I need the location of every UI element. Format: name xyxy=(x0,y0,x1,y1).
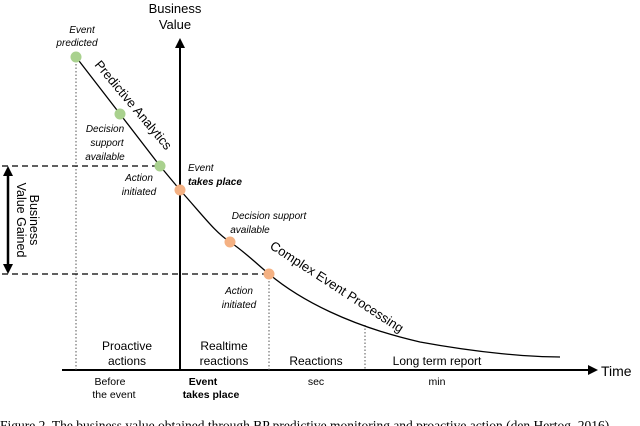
value-gained-arrow-up xyxy=(3,166,13,176)
event-predicted-label-line2: predicted xyxy=(55,38,98,49)
phase-reactions: Reactions xyxy=(289,354,342,368)
phase-proactive-line1: Proactive xyxy=(102,339,152,353)
complex-event-processing-label: Complex Event Processing xyxy=(267,238,406,336)
action-initiated-2-label-line2: initiated xyxy=(222,300,257,311)
decision-support-1-label-line3: available xyxy=(85,152,125,163)
business-value-curve xyxy=(75,56,561,358)
x-axis-label: Time xyxy=(601,363,632,379)
figure-caption: Figure 2. The business value obtained th… xyxy=(0,418,609,426)
phase-realtime-line2: reactions xyxy=(200,354,249,368)
decision-support-1-label-line2: support xyxy=(90,138,125,149)
value-gained-label-line1: Business xyxy=(27,195,41,246)
point-event-predicted xyxy=(70,51,82,63)
point-action-initiated-1 xyxy=(154,160,166,172)
y-axis-label-line2: Value xyxy=(159,17,191,32)
point-event-takes-place xyxy=(174,184,186,196)
event-predicted-label-line1: Event xyxy=(69,25,96,36)
timeline-before-line2: the event xyxy=(92,389,135,401)
event-takes-place-point-label-line1: Event xyxy=(188,163,215,174)
point-decision-support-1 xyxy=(114,108,126,120)
decision-support-2-label-line2: available xyxy=(230,225,270,236)
action-initiated-2-label-line1: Action xyxy=(224,286,253,297)
action-initiated-1-label-line1: Action xyxy=(124,173,153,184)
timeline-sec: sec xyxy=(308,376,324,388)
point-action-initiated-2 xyxy=(263,268,275,280)
decision-support-1-label-line1: Decision xyxy=(86,124,125,135)
point-decision-support-2 xyxy=(224,236,236,248)
decision-support-2-label-line1: Decision support xyxy=(232,211,308,222)
timeline-event-line1: Event xyxy=(189,376,218,388)
timeline-min: min xyxy=(429,376,446,388)
value-gained-arrow-down xyxy=(3,264,13,274)
timeline-event-line2: takes place xyxy=(183,389,240,401)
action-initiated-1-label-line2: initiated xyxy=(122,187,157,198)
phase-proactive-line2: actions xyxy=(108,354,146,368)
phase-long-term: Long term report xyxy=(393,354,482,368)
timeline-before-line1: Before xyxy=(95,376,126,388)
y-axis-label-line1: Business xyxy=(149,1,202,16)
phase-realtime-line1: Realtime xyxy=(200,339,248,353)
event-takes-place-point-label-line2: takes place xyxy=(188,177,242,188)
value-gained-label-line2: Value Gained xyxy=(14,183,28,258)
